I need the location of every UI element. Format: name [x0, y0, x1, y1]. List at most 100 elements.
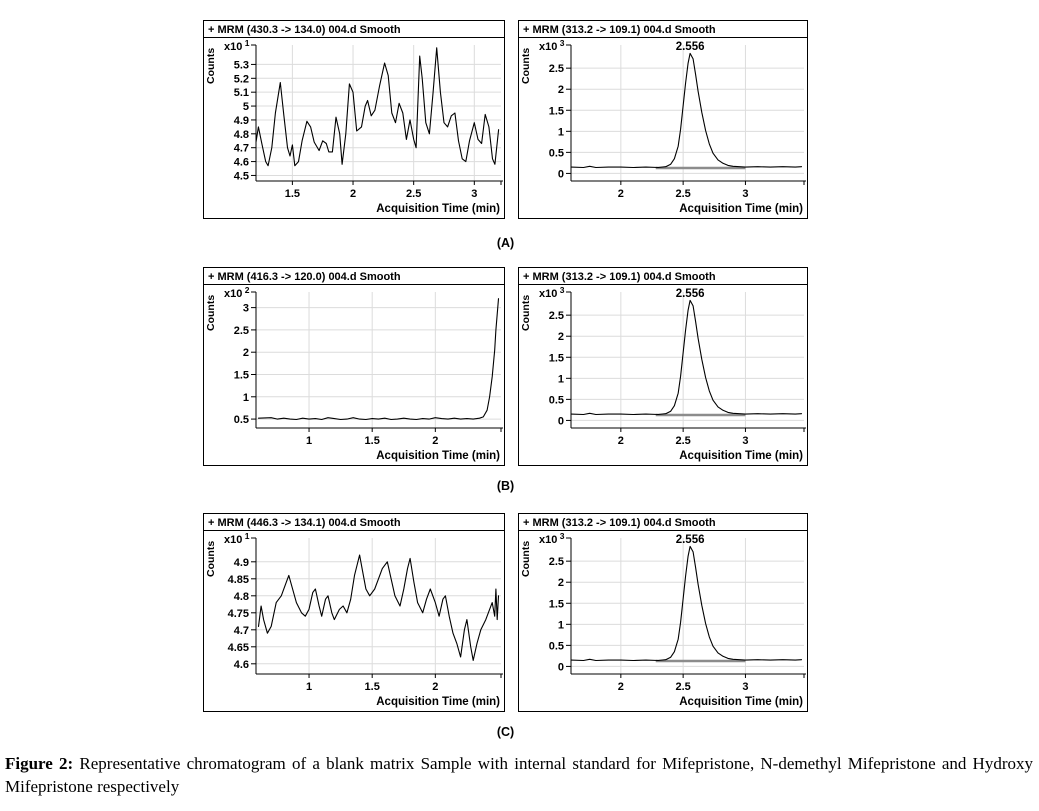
svg-text:Counts: Counts	[520, 541, 532, 577]
svg-text:1: 1	[558, 373, 564, 385]
svg-text:+ MRM (416.3 -> 120.0) 004.d: + MRM (416.3 -> 120.0) 004.d Smooth	[208, 271, 401, 283]
svg-text:4.9: 4.9	[234, 115, 249, 127]
svg-text:2: 2	[558, 331, 564, 343]
svg-text:1.5: 1.5	[234, 369, 249, 381]
svg-text:Acquisition Time (min): Acquisition Time (min)	[376, 450, 500, 462]
chromatogram-panel-c-right: 0 0.5 1 1.5 2 2.5 2 2.5 3 + MRM (313.2 -> 109.1) …	[518, 513, 808, 712]
svg-text:1: 1	[306, 435, 312, 447]
svg-text:2: 2	[558, 84, 564, 96]
figure-caption-label: Figure 2:	[5, 754, 74, 773]
svg-text:+ MRM (313.2 -> 109.1) 004.d: + MRM (313.2 -> 109.1) 004.d Smooth	[523, 24, 716, 36]
panel-group-label-a: (A)	[496, 236, 515, 250]
svg-text:+ MRM (313.2 -> 109.1) 004.d: + MRM (313.2 -> 109.1) 004.d Smooth	[523, 517, 716, 529]
svg-text:2.5: 2.5	[675, 188, 690, 200]
svg-text:1.5: 1.5	[549, 352, 564, 364]
svg-text:x10 1: x10 1	[224, 531, 250, 546]
svg-text:2: 2	[558, 577, 564, 589]
svg-text:5.3: 5.3	[234, 59, 249, 71]
panel-group-label-c: (C)	[496, 725, 515, 739]
svg-text:5.1: 5.1	[234, 87, 249, 99]
chromatogram-panel-b-left: 0.5 1 1.5 2 2.5 3 1 1.5 2 + MRM (416.3 -> 120.0) …	[203, 267, 505, 466]
svg-text:2.556: 2.556	[676, 288, 705, 300]
chromatogram-panel-a-right: 0 0.5 1 1.5 2 2.5 2 2.5 3 + MRM (313.2 -> 109.1) …	[518, 20, 808, 219]
svg-text:2.5: 2.5	[549, 63, 564, 75]
svg-text:0.5: 0.5	[549, 394, 564, 406]
svg-text:0.5: 0.5	[549, 147, 564, 159]
figure-caption-text: Representative chromatogram of a blank m…	[5, 754, 1033, 796]
svg-text:2: 2	[618, 681, 624, 693]
chromatogram-plot: 0 0.5 1 1.5 2 2.5 2 2.5 3 + MRM (313.2 -> 109.1) …	[519, 24, 807, 215]
svg-text:x10 1: x10 1	[224, 38, 250, 53]
svg-text:4.6: 4.6	[234, 157, 249, 169]
svg-text:1.5: 1.5	[365, 435, 380, 447]
svg-text:2: 2	[618, 188, 624, 200]
svg-text:2: 2	[432, 681, 438, 693]
panel-group-label-b: (B)	[496, 479, 515, 493]
svg-text:2.5: 2.5	[549, 310, 564, 322]
svg-text:+ MRM (430.3 -> 134.0) 004.d: + MRM (430.3 -> 134.0) 004.d Smooth	[208, 24, 401, 36]
svg-text:0: 0	[558, 661, 564, 673]
svg-text:Acquisition Time (min): Acquisition Time (min)	[679, 450, 803, 462]
svg-text:5: 5	[243, 101, 249, 113]
svg-text:0: 0	[558, 168, 564, 180]
svg-text:2.5: 2.5	[549, 556, 564, 568]
svg-text:1: 1	[306, 681, 312, 693]
svg-text:4.85: 4.85	[228, 574, 249, 586]
svg-text:2.556: 2.556	[676, 534, 705, 546]
svg-text:1: 1	[243, 392, 249, 404]
svg-text:0.5: 0.5	[549, 640, 564, 652]
svg-text:1.5: 1.5	[285, 188, 300, 200]
svg-text:2.556: 2.556	[676, 41, 705, 53]
svg-text:4.7: 4.7	[234, 143, 249, 155]
svg-text:3: 3	[243, 303, 249, 315]
svg-text:Counts: Counts	[520, 295, 532, 331]
svg-text:Counts: Counts	[520, 48, 532, 84]
svg-text:1: 1	[558, 619, 564, 631]
svg-text:Counts: Counts	[205, 48, 217, 84]
chromatogram-plot: 0 0.5 1 1.5 2 2.5 2 2.5 3 + MRM (313.2 -> 109.1) …	[519, 271, 807, 462]
svg-text:1.5: 1.5	[549, 598, 564, 610]
svg-text:5.2: 5.2	[234, 73, 249, 85]
chromatogram-panel-a-left: 4.5 4.6 4.7 4.8 4.9 5 5.1 5.2 5.3 1.5 2 2.5 3 + MRM (…	[203, 20, 505, 219]
svg-text:3: 3	[742, 681, 748, 693]
chromatogram-panel-b-right: 0 0.5 1 1.5 2 2.5 2 2.5 3 + MRM (313.2 -> 109.1) …	[518, 267, 808, 466]
chromatogram-plot: 4.6 4.65 4.7 4.75 4.8 4.85 4.9 1 1.5 2 + MRM (446.…	[204, 517, 504, 708]
svg-text:Acquisition Time (min): Acquisition Time (min)	[376, 696, 500, 708]
svg-text:1: 1	[558, 126, 564, 138]
svg-text:x10 3: x10 3	[539, 38, 565, 53]
svg-text:3: 3	[471, 188, 477, 200]
figure-caption: Figure 2: Representative chromatogram of…	[5, 753, 1033, 798]
svg-text:x10 2: x10 2	[224, 285, 250, 300]
svg-text:x10 3: x10 3	[539, 285, 565, 300]
svg-text:4.8: 4.8	[234, 129, 249, 141]
svg-text:+ MRM (446.3 -> 134.1) 004.d: + MRM (446.3 -> 134.1) 004.d Smooth	[208, 517, 401, 529]
chromatogram-plot: 4.54.6 4.7 4.8 4.9 5 5.1 5.2 5.3 1.5 2 2.5 3 + MRM (…	[204, 24, 504, 215]
svg-text:2.5: 2.5	[234, 325, 249, 337]
svg-text:2: 2	[618, 435, 624, 447]
svg-text:2.5: 2.5	[675, 435, 690, 447]
svg-text:1.5: 1.5	[365, 681, 380, 693]
svg-text:4.5: 4.5	[234, 170, 249, 182]
svg-text:2: 2	[432, 435, 438, 447]
svg-text:3: 3	[742, 188, 748, 200]
svg-text:Acquisition Time (min): Acquisition Time (min)	[376, 203, 500, 215]
svg-text:0: 0	[558, 415, 564, 427]
svg-text:Acquisition Time (min): Acquisition Time (min)	[679, 696, 803, 708]
svg-text:4.9: 4.9	[234, 557, 249, 569]
chromatogram-panel-c-left: 4.6 4.65 4.7 4.75 4.8 4.85 4.9 1 1.5 2 + MRM (446.…	[203, 513, 505, 712]
svg-text:4.8: 4.8	[234, 591, 249, 603]
svg-text:4.65: 4.65	[228, 642, 249, 654]
svg-text:+ MRM (313.2 -> 109.1) 004.d: + MRM (313.2 -> 109.1) 004.d Smooth	[523, 271, 716, 283]
svg-text:4.75: 4.75	[228, 608, 249, 620]
svg-text:4.6: 4.6	[234, 659, 249, 671]
svg-text:4.7: 4.7	[234, 625, 249, 637]
svg-text:2.5: 2.5	[406, 188, 421, 200]
svg-text:0.5: 0.5	[234, 414, 249, 426]
chromatogram-plot: 0 0.5 1 1.5 2 2.5 2 2.5 3 + MRM (313.2 -> 109.1) …	[519, 517, 807, 708]
svg-text:2: 2	[350, 188, 356, 200]
svg-text:1.5: 1.5	[549, 105, 564, 117]
svg-text:2: 2	[243, 347, 249, 359]
chromatogram-plot: 0.5 1 1.5 2 2.5 3 1 1.5 2 + MRM (416.3 -> 120.0) …	[204, 271, 504, 462]
svg-text:Acquisition Time (min): Acquisition Time (min)	[679, 203, 803, 215]
svg-text:2.5: 2.5	[675, 681, 690, 693]
